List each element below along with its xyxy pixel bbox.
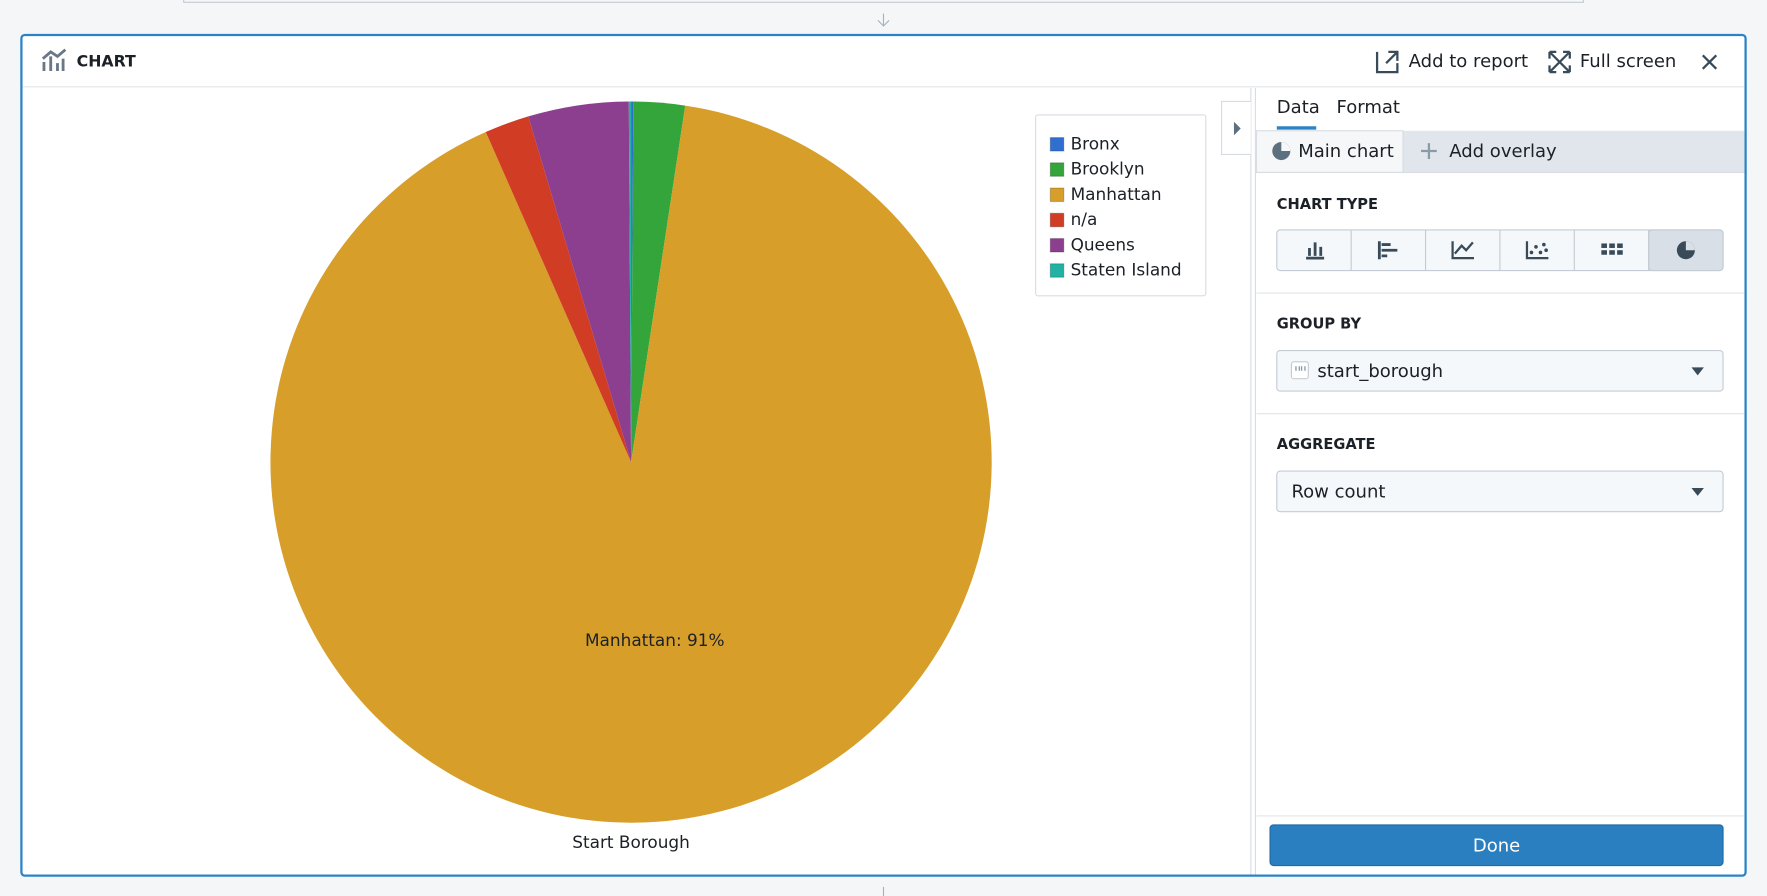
dropdown-caret [1691, 488, 1704, 496]
aggregate-value[interactable]: Row count [1291, 482, 1385, 503]
legend-label: n/a [1071, 209, 1098, 229]
section-label: GROUP BY [1277, 316, 1362, 333]
add-icon[interactable] [1421, 143, 1437, 159]
table-type-button[interactable] [1601, 243, 1623, 255]
data-label: Manhattan: 91% [585, 630, 725, 650]
legend-swatch [1049, 212, 1065, 228]
pie-icon [1281, 142, 1291, 152]
chart-icon [41, 48, 67, 72]
aggregate-select[interactable] [1276, 470, 1724, 513]
legend-swatch [1049, 263, 1065, 278]
quote-icon [1295, 366, 1306, 371]
legend-swatch [1049, 237, 1065, 253]
add-overlay[interactable]: Add overlay [1449, 141, 1557, 162]
full-screen[interactable]: Full screen [1580, 51, 1676, 72]
legend-box [1035, 114, 1207, 297]
legend-label: Brooklyn [1071, 159, 1145, 179]
line-type-button[interactable] [1451, 241, 1475, 260]
section-label: AGGREGATE [1277, 436, 1376, 453]
legend-swatch [1049, 162, 1065, 177]
pie-chart: Manhattan: 91% Start Borough Bronx Brooklyn… [270, 101, 1207, 852]
done-label[interactable]: Done [1473, 835, 1520, 856]
scatter-type-button[interactable] [1525, 241, 1549, 260]
tab-format[interactable]: Format [1337, 97, 1401, 118]
previous-card [183, 0, 1584, 3]
legend-label: Manhattan [1071, 184, 1162, 204]
collapse-icon[interactable] [1233, 121, 1241, 136]
pie-slice [528, 101, 632, 463]
close-button[interactable] [1701, 54, 1718, 70]
group-by-value[interactable]: start_borough [1317, 361, 1443, 382]
pie-type-icon [1685, 241, 1695, 251]
add-report-icon[interactable] [1375, 50, 1399, 74]
pie-slice [270, 105, 992, 823]
group-by-select[interactable] [1276, 349, 1724, 392]
legend-swatch [1049, 136, 1065, 152]
bar-type-button[interactable] [1306, 242, 1325, 260]
x-axis-label: Start Borough [572, 832, 690, 852]
dropdown-caret [1691, 367, 1704, 376]
button-separators [1350, 229, 1650, 271]
tab-data[interactable]: Data [1277, 97, 1320, 118]
pie-slice [485, 116, 632, 463]
legend-label: Staten Island [1071, 260, 1182, 280]
tab-indicator [1276, 126, 1317, 130]
main-chart[interactable]: Main chart [1298, 141, 1394, 162]
full-screen-icon[interactable] [1548, 50, 1571, 74]
legend-label: Queens [1071, 234, 1135, 254]
pie-slice [631, 101, 686, 463]
legend-label: Bronx [1071, 133, 1120, 153]
horizontal-bar-type-button[interactable] [1377, 241, 1398, 260]
scatter-dots [1529, 242, 1548, 255]
add-to-report[interactable]: Add to report [1409, 51, 1528, 72]
section-label: CHART TYPE [1277, 196, 1378, 213]
flow-arrow [877, 13, 890, 27]
legend-swatch [1049, 187, 1065, 203]
card-title: CHART [77, 52, 136, 71]
done-button[interactable] [1269, 824, 1724, 867]
